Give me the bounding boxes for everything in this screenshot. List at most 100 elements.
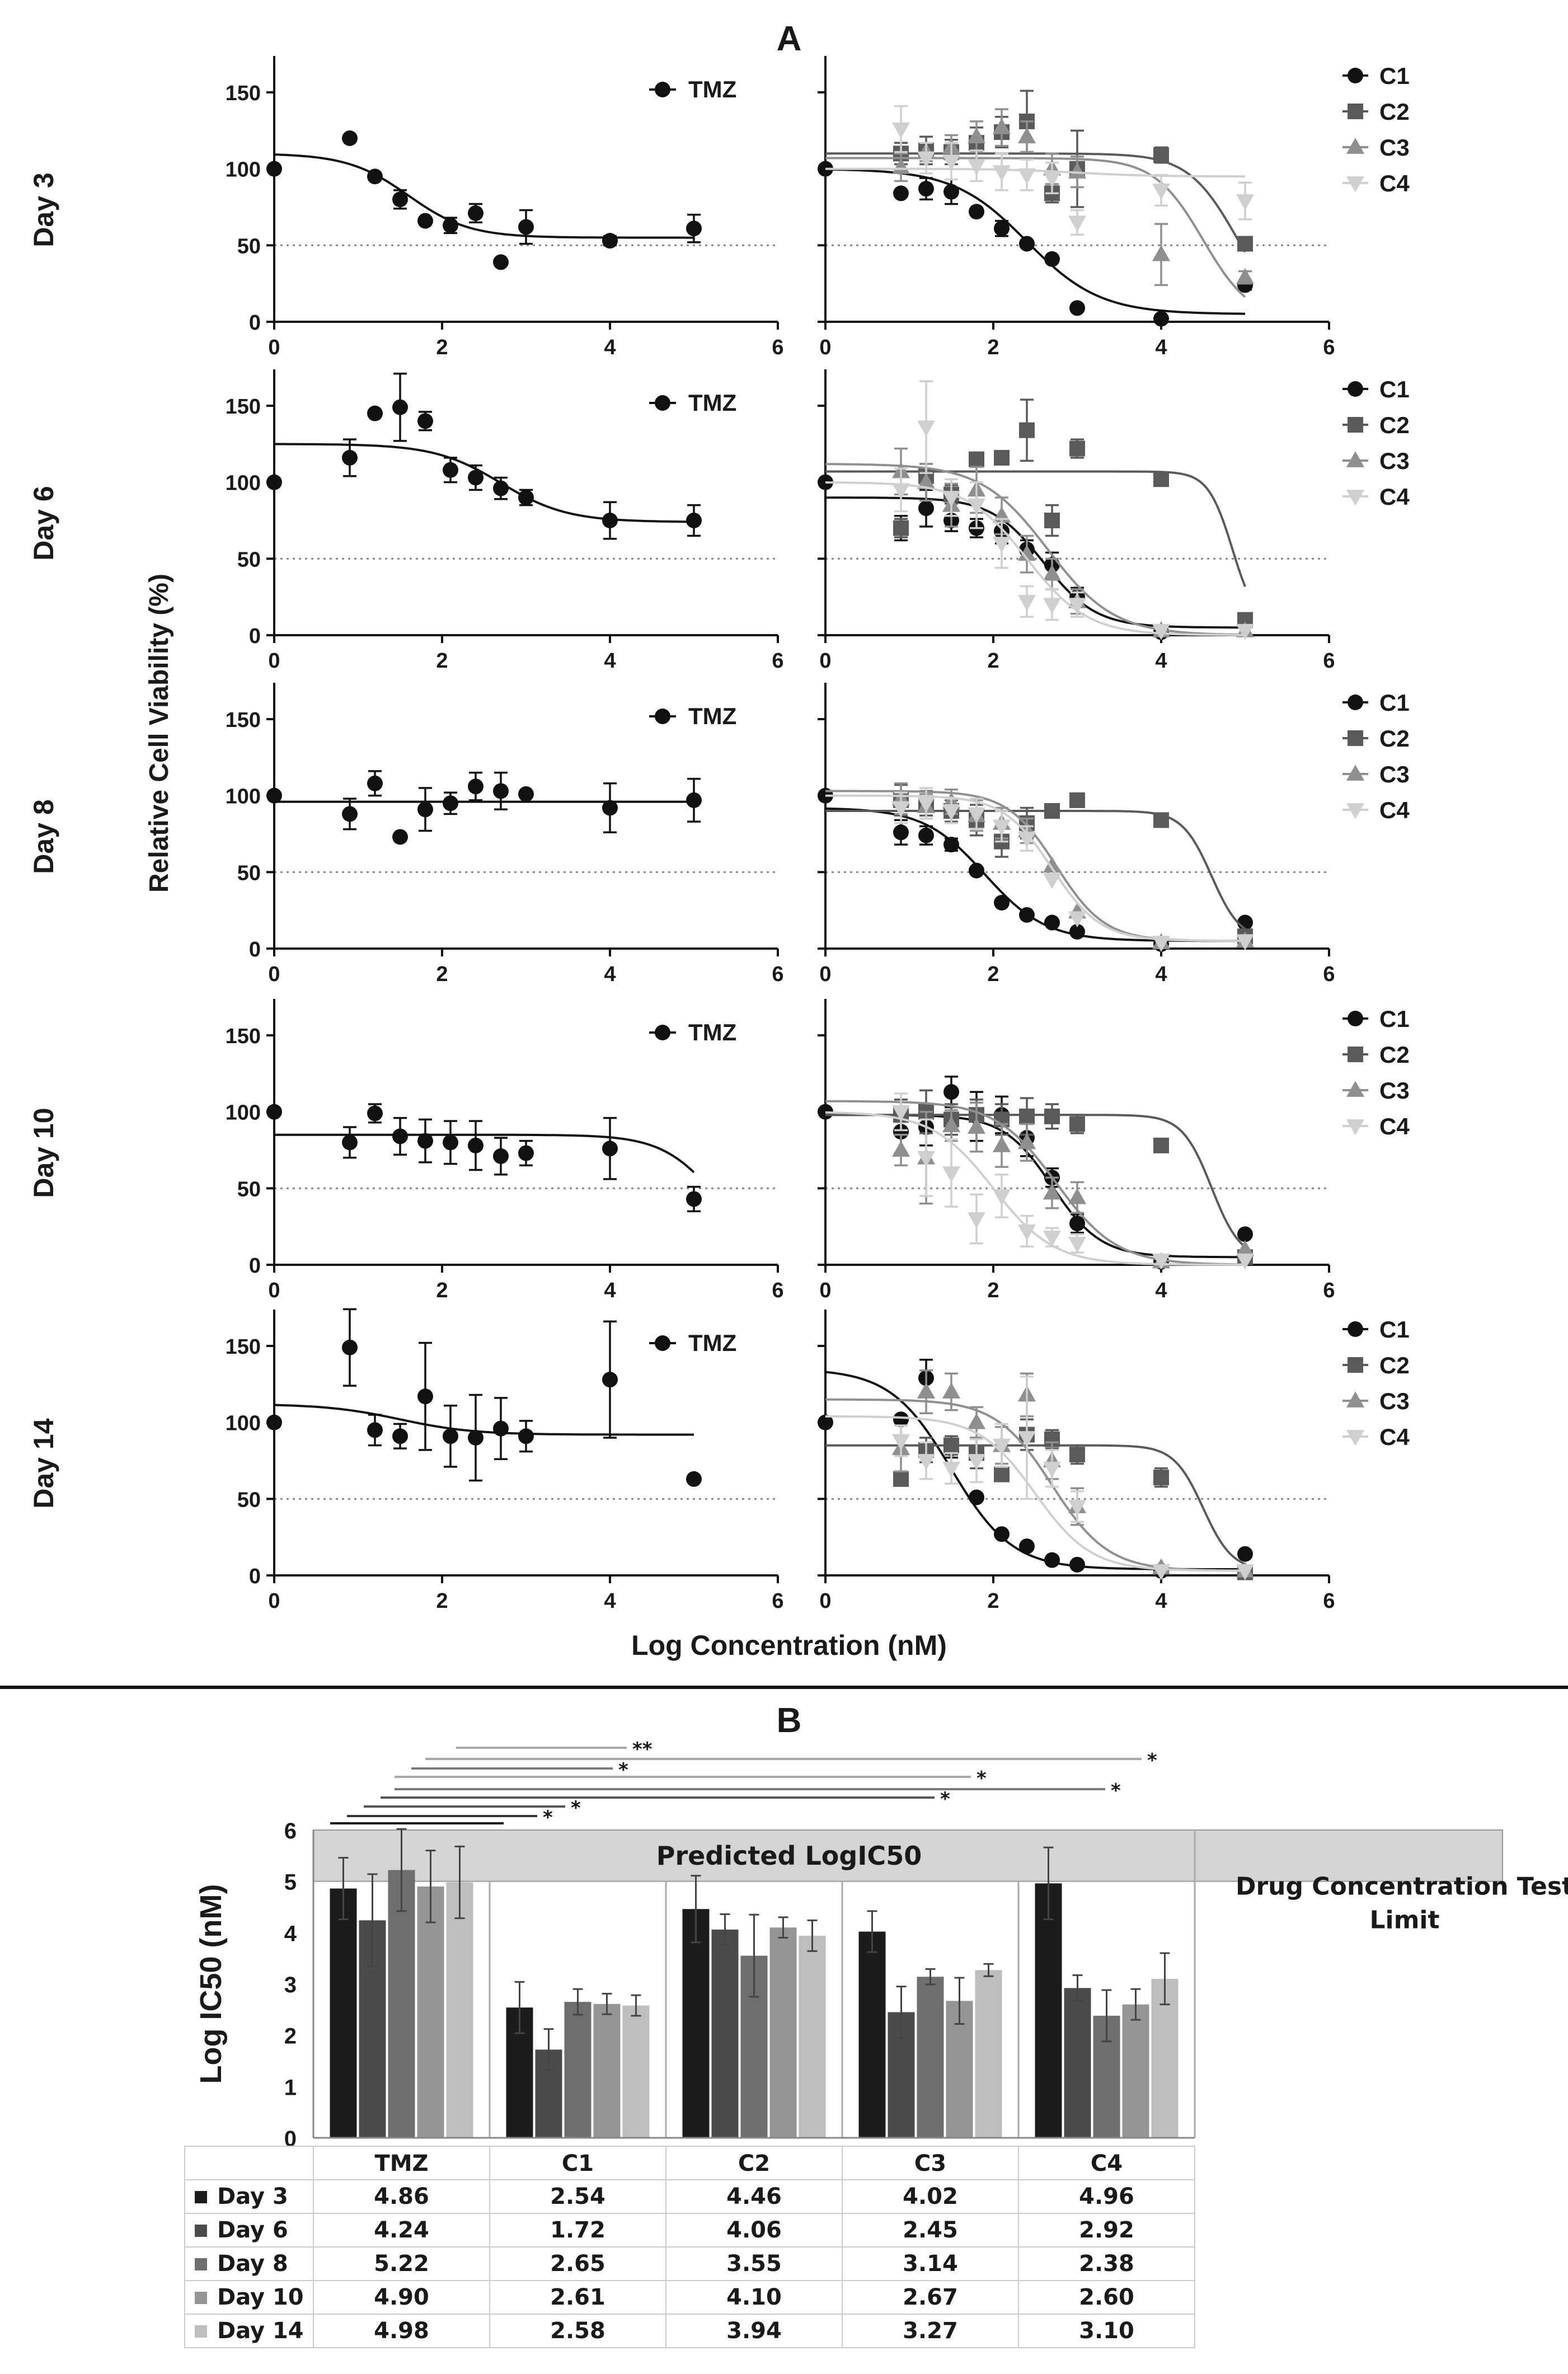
bar-c2 <box>682 1909 710 2138</box>
table-row-label: Day 6 <box>217 2217 288 2243</box>
data-point-c1 <box>1019 236 1035 252</box>
legend-label: C3 <box>1379 761 1410 787</box>
data-point-tmz <box>468 1430 483 1446</box>
legend-marker <box>1348 68 1363 83</box>
data-point-c1 <box>893 824 909 841</box>
y-tick-label: 50 <box>237 234 261 258</box>
data-point-c2 <box>893 1471 909 1487</box>
data-point-c3 <box>1236 1240 1255 1256</box>
data-point-c4 <box>992 819 1011 836</box>
x-tick-label: 0 <box>268 1589 280 1613</box>
data-point-c1 <box>1069 923 1085 940</box>
table-row-label: Day 14 <box>217 2318 304 2344</box>
x-tick-label: 4 <box>1155 1279 1167 1302</box>
data-point-tmz <box>602 800 618 816</box>
data-point-tmz <box>417 413 433 429</box>
data-point-c4 <box>967 1212 986 1228</box>
legend-marker <box>1348 417 1363 433</box>
table-cell: 2.65 <box>550 2251 605 2277</box>
x-tick-label: 4 <box>1155 649 1167 673</box>
data-point-c3 <box>1068 1188 1087 1204</box>
legend-marker <box>1348 1047 1363 1062</box>
data-point-c1 <box>969 204 984 220</box>
legend-swatch <box>195 2225 207 2237</box>
x-tick-label: 6 <box>772 1279 783 1302</box>
x-tick-label: 6 <box>772 1589 783 1613</box>
dose-response-plot-day6-c: 0 2 4 6 C1 C2 C3 C4 <box>818 369 1410 673</box>
y-tick-label: 150 <box>226 1335 261 1359</box>
data-point-c4 <box>967 807 986 824</box>
data-point-tmz <box>443 1428 458 1444</box>
data-point-tmz <box>493 480 509 496</box>
fit-curve-tmz <box>274 1404 694 1436</box>
data-point-c4 <box>917 420 936 437</box>
legend-label: C1 <box>1379 1006 1410 1032</box>
table-cell: 4.98 <box>374 2318 429 2344</box>
bar-c3 <box>975 1970 1002 2138</box>
bar-c2 <box>799 1935 826 2138</box>
data-point-tmz <box>602 1372 618 1388</box>
x-tick-label: 4 <box>604 963 616 986</box>
x-tick-label: 0 <box>268 1279 280 1302</box>
data-point-c4 <box>1152 184 1171 200</box>
table-header-c2: C2 <box>738 2151 770 2176</box>
data-point-c1 <box>818 1414 833 1430</box>
data-point-tmz <box>602 1141 618 1157</box>
data-point-tmz <box>443 217 458 233</box>
table-cell: 3.94 <box>726 2318 782 2344</box>
x-tick-label: 0 <box>819 336 831 359</box>
data-point-c2 <box>1153 147 1169 163</box>
data-point-c4 <box>1152 936 1171 952</box>
data-point-tmz <box>392 829 408 845</box>
data-point-c4 <box>1043 598 1062 614</box>
data-point-c2 <box>1019 1108 1035 1124</box>
data-point-tmz <box>392 1128 408 1144</box>
data-point-c4 <box>1068 215 1087 232</box>
x-tick-label: 4 <box>1155 963 1167 986</box>
data-point-c4 <box>1152 1564 1171 1580</box>
legend-marker <box>655 82 670 97</box>
bar-tmz <box>417 1886 444 2138</box>
legend-swatch <box>195 2325 207 2338</box>
y-tick-label: 100 <box>226 785 261 809</box>
table-cell: 5.22 <box>374 2251 429 2277</box>
table-cell: 4.10 <box>726 2284 782 2310</box>
data-point-tmz <box>493 783 509 799</box>
legend-label: TMZ <box>688 1330 736 1356</box>
data-point-c1 <box>1019 1538 1035 1555</box>
table-row-label: Day 3 <box>217 2184 288 2209</box>
legend-marker <box>655 1335 670 1351</box>
bar-c3 <box>917 1977 944 2138</box>
x-tick-label: 0 <box>268 649 280 673</box>
legend-label: C4 <box>1379 1113 1410 1139</box>
data-point-c1 <box>1044 1552 1060 1568</box>
data-point-c1 <box>818 474 833 490</box>
legend-label: C1 <box>1379 63 1410 89</box>
data-point-c3 <box>891 1141 910 1157</box>
legend-marker <box>1346 764 1365 781</box>
data-point-c1 <box>1044 914 1060 931</box>
legend-marker <box>1346 1430 1365 1446</box>
legend-marker <box>1348 381 1363 397</box>
data-point-tmz <box>417 1388 433 1405</box>
y-tick-label: 50 <box>237 1177 261 1201</box>
y-tick-label: 0 <box>249 938 261 961</box>
data-point-tmz <box>342 1134 358 1151</box>
data-point-c4 <box>1043 873 1062 889</box>
dose-response-plot-day14-c: 0 2 4 6 C1 C2 C3 C4 <box>818 1310 1410 1613</box>
significance-marker: * <box>543 1807 553 1829</box>
data-point-c3 <box>1017 545 1036 561</box>
data-point-tmz <box>518 786 534 802</box>
x-tick-label: 6 <box>1323 649 1335 673</box>
data-point-c2 <box>994 449 1010 466</box>
data-point-c4 <box>917 1454 936 1470</box>
data-point-c3 <box>1017 1133 1036 1150</box>
data-point-tmz <box>266 474 282 490</box>
data-point-tmz <box>367 168 383 185</box>
y-tick-label: 1 <box>284 2075 297 2100</box>
y-tick-label: 4 <box>284 1921 297 1946</box>
data-point-c3 <box>1068 162 1087 179</box>
data-point-tmz <box>392 1428 408 1444</box>
y-axis-title: Relative Cell Viability (%) <box>144 574 174 893</box>
